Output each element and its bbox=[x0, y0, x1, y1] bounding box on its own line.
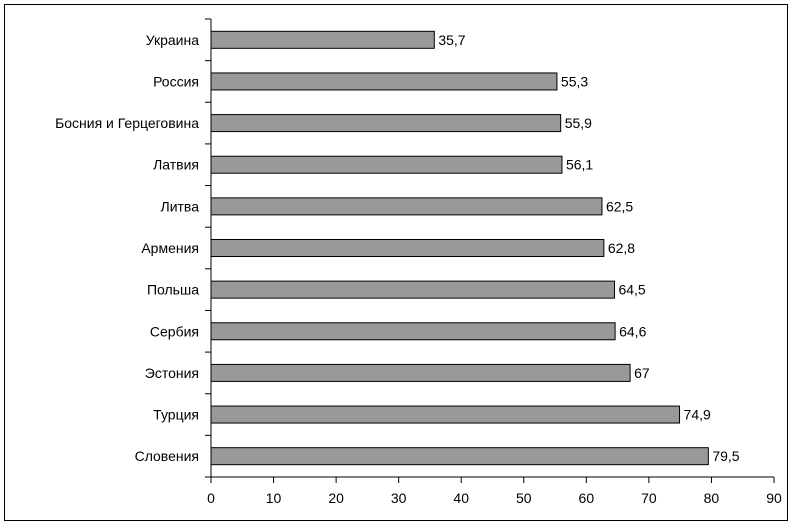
data-label: 56,1 bbox=[566, 157, 593, 173]
x-tick-label: 40 bbox=[453, 490, 469, 506]
bar bbox=[210, 280, 615, 299]
bar bbox=[210, 114, 562, 133]
category-label: Украина bbox=[146, 32, 200, 48]
x-tick-label: 80 bbox=[704, 490, 720, 506]
x-tick-label: 10 bbox=[266, 490, 282, 506]
data-label: 35,7 bbox=[438, 32, 465, 48]
x-tick-label: 0 bbox=[207, 490, 215, 506]
x-tick-label: 20 bbox=[328, 490, 344, 506]
data-label: 62,5 bbox=[606, 198, 633, 214]
category-label: Словения bbox=[135, 448, 199, 464]
data-label: 64,5 bbox=[618, 282, 645, 298]
x-tick-label: 70 bbox=[641, 490, 657, 506]
category-label: Латвия bbox=[153, 157, 199, 173]
category-label: Россия bbox=[153, 73, 199, 89]
bar bbox=[210, 197, 603, 216]
category-label: Эстония bbox=[145, 365, 199, 381]
data-label: 55,3 bbox=[561, 73, 588, 89]
data-label: 79,5 bbox=[712, 448, 739, 464]
x-tick-label: 60 bbox=[579, 490, 595, 506]
category-label: Литва bbox=[161, 198, 200, 214]
data-label: 67 bbox=[634, 365, 650, 381]
bar bbox=[210, 72, 558, 91]
bar bbox=[210, 322, 616, 341]
data-label: 62,8 bbox=[608, 240, 635, 256]
category-label: Турция bbox=[153, 407, 199, 423]
x-tick-label: 90 bbox=[766, 490, 782, 506]
data-label: 64,6 bbox=[619, 323, 646, 339]
bar bbox=[210, 363, 631, 382]
bar bbox=[210, 405, 681, 424]
bar bbox=[210, 239, 605, 257]
category-label: Босния и Герцеговина bbox=[55, 115, 199, 131]
category-label: Сербия bbox=[150, 323, 199, 339]
category-label: Польша bbox=[147, 282, 199, 298]
category-label: Армения bbox=[141, 240, 199, 256]
bar bbox=[210, 155, 563, 174]
x-tick-label: 30 bbox=[391, 490, 407, 506]
data-label: 55,9 bbox=[565, 115, 592, 131]
x-tick-label: 50 bbox=[516, 490, 532, 506]
data-label: 74,9 bbox=[684, 407, 711, 423]
bar bbox=[210, 30, 435, 49]
bar bbox=[210, 447, 709, 466]
